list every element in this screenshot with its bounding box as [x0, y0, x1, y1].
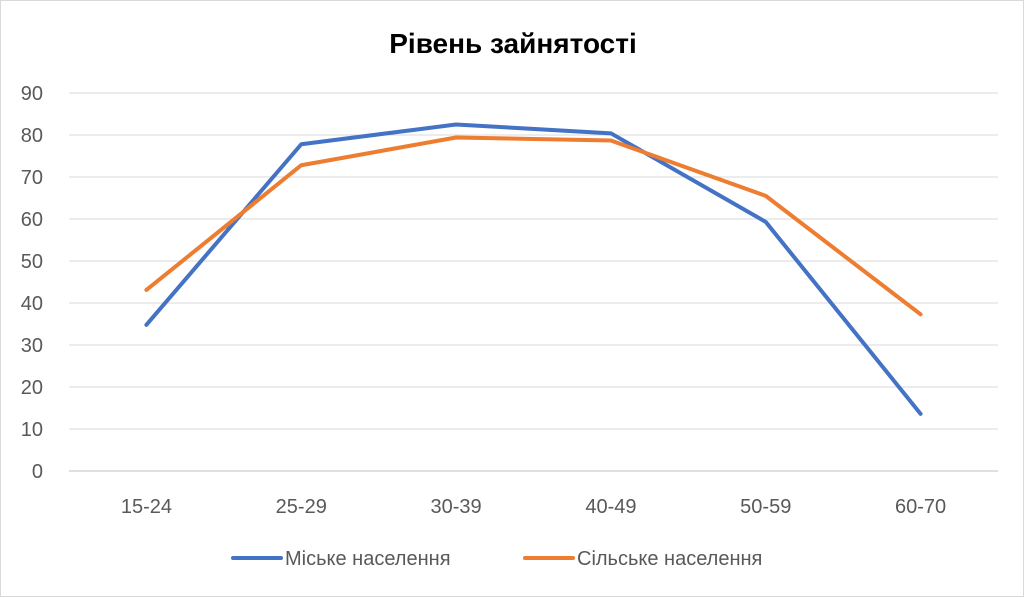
- x-axis-ticks: 15-24 25-29 30-39 40-49 50-59 60-70: [121, 496, 946, 518]
- x-tick-label: 60-70: [895, 496, 946, 518]
- y-tick-label: 90: [21, 83, 43, 105]
- y-tick-label: 60: [21, 209, 43, 231]
- y-tick-label: 10: [21, 419, 43, 441]
- x-tick-label: 30-39: [431, 496, 482, 518]
- chart-title: Рівень зайнятості: [389, 28, 637, 59]
- y-axis-ticks: 0 10 20 30 40 50 60 70 80 90: [21, 83, 43, 483]
- x-tick-label: 40-49: [585, 496, 636, 518]
- y-tick-label: 50: [21, 251, 43, 273]
- series-line: [144, 122, 923, 416]
- legend: Міське населення Сільське населення: [231, 548, 762, 570]
- y-tick-label: 0: [32, 461, 43, 483]
- y-tick-label: 80: [21, 125, 43, 147]
- legend-label: Сільське населення: [577, 548, 762, 570]
- legend-label: Міське населення: [285, 548, 451, 570]
- y-tick-label: 70: [21, 167, 43, 189]
- y-tick-label: 40: [21, 293, 43, 315]
- y-tick-label: 30: [21, 335, 43, 357]
- series-lines: [144, 122, 923, 416]
- x-tick-label: 50-59: [740, 496, 791, 518]
- x-tick-label: 15-24: [121, 496, 172, 518]
- y-tick-label: 20: [21, 377, 43, 399]
- series-line: [144, 135, 923, 317]
- x-tick-label: 25-29: [276, 496, 327, 518]
- gridlines: [69, 92, 998, 472]
